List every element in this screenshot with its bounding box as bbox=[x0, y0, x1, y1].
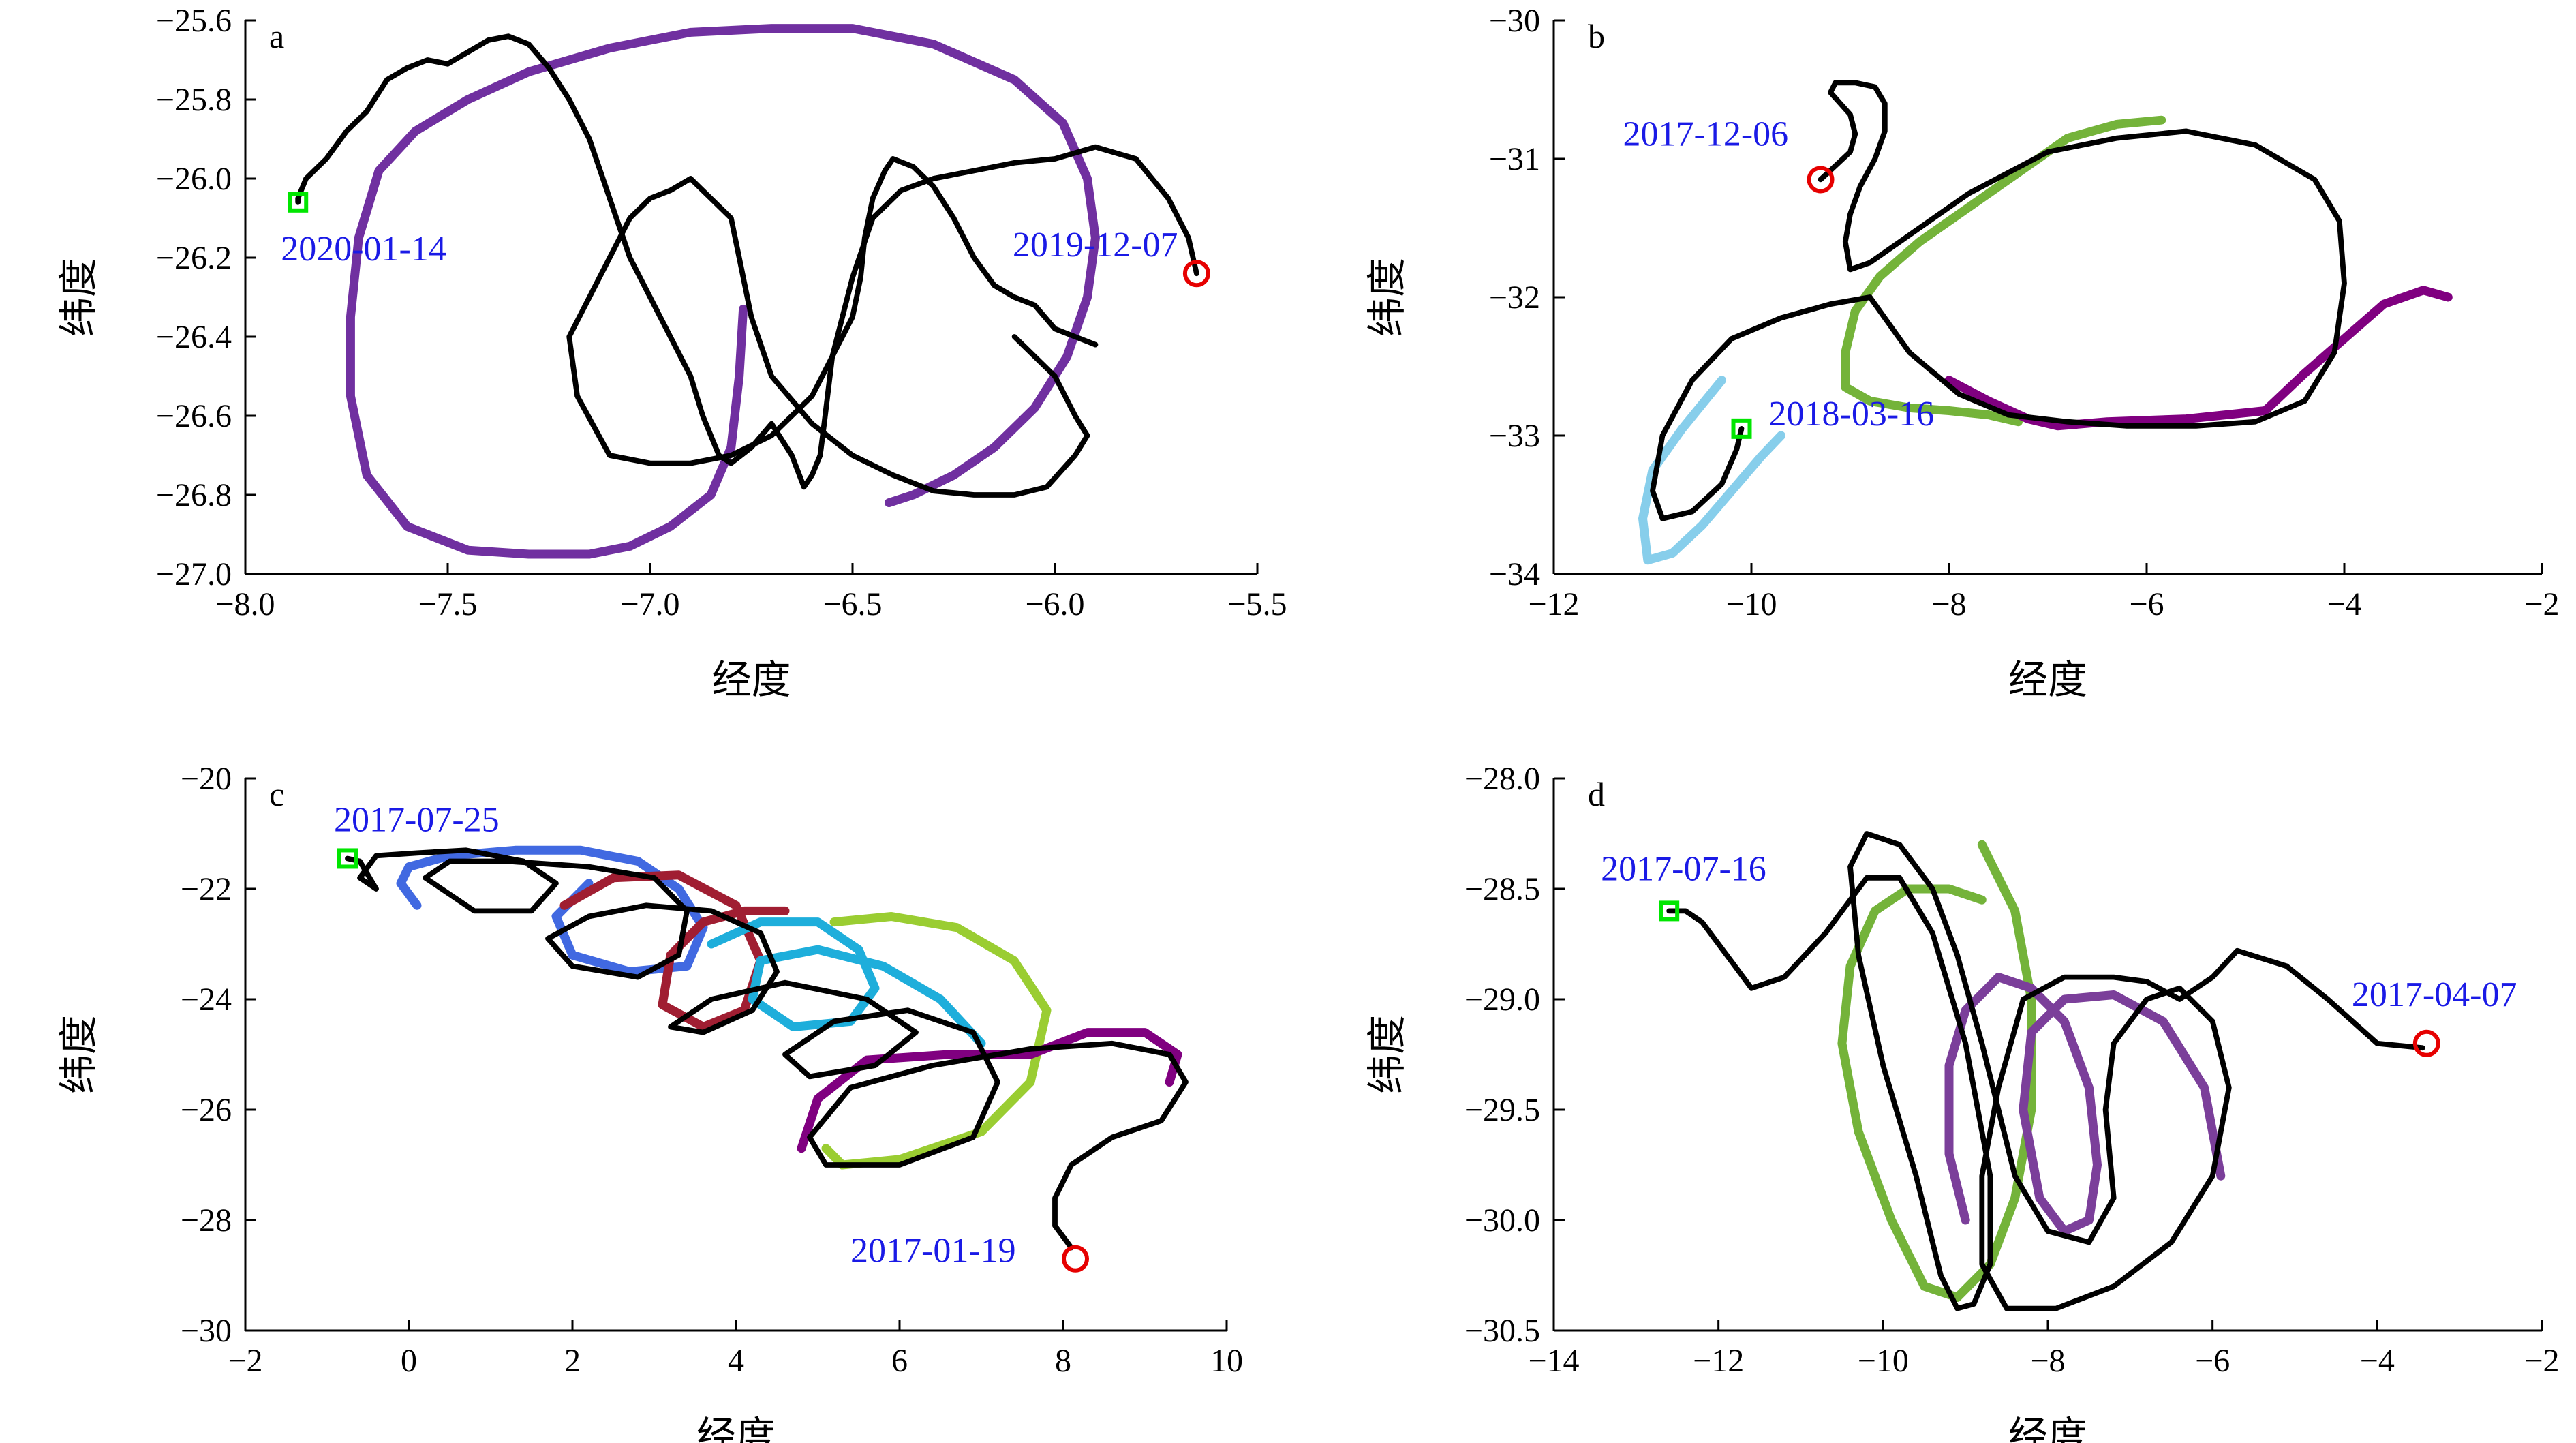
x-axis-title: 经度 bbox=[711, 656, 791, 703]
panel-d: d −14 −12 −10 −8 −6 −4 −2 −28.0 −28.5 −29.0 −29.5 −… bbox=[1364, 761, 2560, 1443]
x-tick-label: −10 bbox=[1726, 586, 1777, 622]
y-tick-label: −29.0 bbox=[1465, 982, 1540, 1018]
start-marker-circle bbox=[2412, 1029, 2440, 1057]
colored-track-line bbox=[797, 1028, 1182, 1153]
black-track-line bbox=[1666, 831, 2425, 1311]
x-tick-label: 0 bbox=[401, 1343, 417, 1379]
y-tick-label: −26.2 bbox=[156, 240, 232, 276]
y-tick-label: −26.8 bbox=[156, 477, 232, 513]
y-tick-label: −34 bbox=[1489, 556, 1540, 592]
x-tick-label: 10 bbox=[1210, 1343, 1243, 1379]
x-axis-title: 经度 bbox=[2008, 656, 2087, 703]
x-tick-label: −6 bbox=[2195, 1343, 2230, 1379]
panel-letter: c bbox=[269, 775, 284, 813]
panel-b: b −12 −10 −8 −6 −4 −2 −30 −31 −32 −33 −34 经度 纬度 2018-… bbox=[1364, 3, 2560, 703]
y-tick-label: −26 bbox=[181, 1092, 232, 1128]
x-tick-label: −2 bbox=[228, 1343, 262, 1379]
colored-track-line bbox=[559, 870, 790, 1031]
y-axis-title: 纬度 bbox=[1364, 1015, 1410, 1094]
y-tick-label: −20 bbox=[181, 761, 232, 797]
end-date-label: 2017-07-16 bbox=[1601, 849, 1766, 888]
x-tick-label: −14 bbox=[1528, 1343, 1579, 1379]
colored-track-line bbox=[1638, 376, 1785, 565]
x-axis-title: 经度 bbox=[2008, 1413, 2087, 1443]
end-marker-square bbox=[337, 848, 358, 869]
end-marker-square bbox=[1731, 418, 1752, 439]
y-tick-label: −28 bbox=[181, 1202, 232, 1239]
start-date-label: 2017-12-06 bbox=[1623, 115, 1789, 153]
black-track-line bbox=[345, 847, 1189, 1251]
x-tick-label: −8 bbox=[1931, 586, 1966, 622]
x-tick-label: 8 bbox=[1055, 1343, 1071, 1379]
panel-c: c −2 0 2 4 6 8 10−20−22−24−26−28−30经度纬度2017-07… bbox=[55, 761, 1243, 1443]
y-tick-label: −32 bbox=[1489, 279, 1540, 316]
x-tick-label: −4 bbox=[2327, 586, 2361, 622]
x-tick-label: 2 bbox=[564, 1343, 581, 1379]
panel-a: a −8.0 −7.5 −7.0 −6.5 −6.0 −5.5 −25.6 −25.8 −26.… bbox=[55, 3, 1287, 703]
y-tick-label: −22 bbox=[181, 871, 232, 907]
colored-track-line bbox=[346, 24, 1100, 559]
y-tick-label: −30 bbox=[181, 1313, 232, 1349]
y-tick-label: −29.5 bbox=[1465, 1092, 1540, 1128]
end-date-label: 2018-03-16 bbox=[1769, 395, 1935, 434]
y-tick-label: −25.6 bbox=[156, 3, 232, 39]
x-tick-label: 6 bbox=[891, 1343, 908, 1379]
x-tick-label: −12 bbox=[1528, 586, 1579, 622]
y-tick-label: −31 bbox=[1489, 141, 1540, 177]
x-tick-label: −4 bbox=[2360, 1343, 2395, 1379]
x-tick-label: −5.5 bbox=[1227, 586, 1287, 622]
colored-track-line bbox=[1944, 286, 2453, 431]
black-track-line bbox=[295, 33, 1199, 490]
panel-letter: d bbox=[1588, 775, 1605, 813]
start-marker-circle bbox=[1807, 166, 1835, 194]
x-tick-label: −7.5 bbox=[418, 586, 477, 622]
y-tick-label: −26.6 bbox=[156, 398, 232, 434]
start-date-label: 2017-01-19 bbox=[850, 1232, 1016, 1271]
y-tick-label: −27.0 bbox=[156, 556, 232, 592]
start-date-label: 2019-12-07 bbox=[1013, 226, 1178, 264]
black-track-line bbox=[566, 156, 1099, 498]
y-axis-title: 纬度 bbox=[55, 1015, 102, 1094]
y-tick-label: −30.5 bbox=[1465, 1313, 1540, 1349]
x-tick-label: −2 bbox=[2524, 586, 2559, 622]
start-marker-circle bbox=[1182, 260, 1210, 288]
x-tick-label: −10 bbox=[1858, 1343, 1909, 1379]
x-tick-label: −6 bbox=[2129, 586, 2164, 622]
start-marker-circle bbox=[1062, 1245, 1089, 1273]
y-tick-label: −30 bbox=[1489, 3, 1540, 39]
end-marker-square bbox=[1659, 900, 1680, 922]
panel-letter: a bbox=[269, 17, 284, 55]
y-tick-label: −25.8 bbox=[156, 82, 232, 118]
x-tick-label: −6.0 bbox=[1025, 586, 1084, 622]
x-tick-label: −12 bbox=[1693, 1343, 1744, 1379]
x-tick-label: −7.0 bbox=[620, 586, 679, 622]
y-tick-label: −26.4 bbox=[156, 319, 232, 355]
colored-track-line bbox=[396, 845, 708, 976]
y-tick-label: −30.0 bbox=[1465, 1202, 1540, 1239]
end-marker-square bbox=[288, 192, 309, 213]
y-tick-label: −28.5 bbox=[1465, 871, 1540, 907]
y-axis-title: 纬度 bbox=[1364, 258, 1410, 337]
colored-track-line bbox=[707, 917, 986, 1048]
y-tick-label: −33 bbox=[1489, 418, 1540, 454]
x-axis-title: 经度 bbox=[696, 1413, 776, 1443]
colored-track-line bbox=[1944, 973, 2226, 1236]
y-axis-title: 纬度 bbox=[55, 258, 102, 337]
x-tick-label: −6.5 bbox=[823, 586, 882, 622]
end-date-label: 2020-01-14 bbox=[281, 230, 446, 269]
x-tick-label: −8 bbox=[2030, 1343, 2065, 1379]
colored-track-line bbox=[1841, 115, 2166, 427]
x-tick-label: 4 bbox=[728, 1343, 744, 1379]
y-tick-label: −26.0 bbox=[156, 161, 232, 197]
x-tick-label: −2 bbox=[2524, 1343, 2559, 1379]
y-tick-label: −28.0 bbox=[1465, 761, 1540, 797]
start-date-label: 2017-04-07 bbox=[2352, 975, 2517, 1014]
x-tick-label: −8.0 bbox=[215, 586, 275, 622]
black-track-line bbox=[1650, 80, 2347, 521]
end-date-label: 2017-07-25 bbox=[334, 800, 500, 839]
y-tick-label: −24 bbox=[181, 982, 232, 1018]
panel-letter: b bbox=[1588, 17, 1605, 55]
